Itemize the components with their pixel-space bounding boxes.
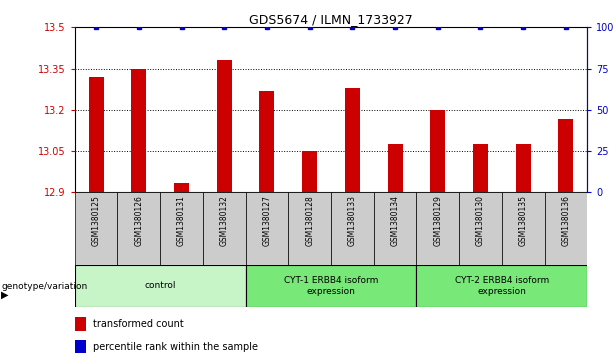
Text: control: control xyxy=(145,281,176,290)
Text: GSM1380128: GSM1380128 xyxy=(305,195,314,246)
Text: ▶: ▶ xyxy=(1,290,9,300)
Text: transformed count: transformed count xyxy=(93,319,183,329)
Text: GSM1380131: GSM1380131 xyxy=(177,195,186,246)
Bar xyxy=(558,119,573,192)
Bar xyxy=(160,192,203,265)
Bar xyxy=(246,192,288,265)
Bar xyxy=(473,144,488,192)
Bar xyxy=(75,192,118,265)
Bar xyxy=(246,265,416,307)
Bar xyxy=(331,192,374,265)
Text: percentile rank within the sample: percentile rank within the sample xyxy=(93,342,257,352)
Text: genotype/variation: genotype/variation xyxy=(1,282,88,291)
Bar xyxy=(459,192,502,265)
Title: GDS5674 / ILMN_1733927: GDS5674 / ILMN_1733927 xyxy=(249,13,413,26)
Bar xyxy=(89,77,104,192)
Bar xyxy=(288,192,331,265)
Bar xyxy=(75,340,86,354)
Bar xyxy=(502,192,544,265)
Bar xyxy=(174,183,189,192)
Bar xyxy=(118,192,160,265)
Bar xyxy=(217,60,232,192)
Bar xyxy=(75,265,246,307)
Bar xyxy=(516,144,531,192)
Text: CYT-2 ERBB4 isoform
expression: CYT-2 ERBB4 isoform expression xyxy=(455,276,549,295)
Text: CYT-1 ERBB4 isoform
expression: CYT-1 ERBB4 isoform expression xyxy=(284,276,378,295)
Text: GSM1380135: GSM1380135 xyxy=(519,195,528,246)
Text: GSM1380136: GSM1380136 xyxy=(562,195,571,246)
Bar xyxy=(345,88,360,192)
Bar xyxy=(416,192,459,265)
Text: GSM1380134: GSM1380134 xyxy=(390,195,400,246)
Text: GSM1380132: GSM1380132 xyxy=(219,195,229,246)
Text: GSM1380127: GSM1380127 xyxy=(262,195,272,246)
Bar xyxy=(302,151,317,192)
Bar xyxy=(544,192,587,265)
Bar xyxy=(259,90,275,192)
Bar xyxy=(75,317,86,331)
Text: GSM1380125: GSM1380125 xyxy=(91,195,101,246)
Bar xyxy=(416,265,587,307)
Bar xyxy=(131,69,147,192)
Text: GSM1380133: GSM1380133 xyxy=(348,195,357,246)
Bar xyxy=(203,192,246,265)
Bar xyxy=(387,144,403,192)
Text: GSM1380129: GSM1380129 xyxy=(433,195,443,246)
Text: GSM1380126: GSM1380126 xyxy=(134,195,143,246)
Bar xyxy=(430,110,445,192)
Text: GSM1380130: GSM1380130 xyxy=(476,195,485,246)
Bar xyxy=(374,192,416,265)
